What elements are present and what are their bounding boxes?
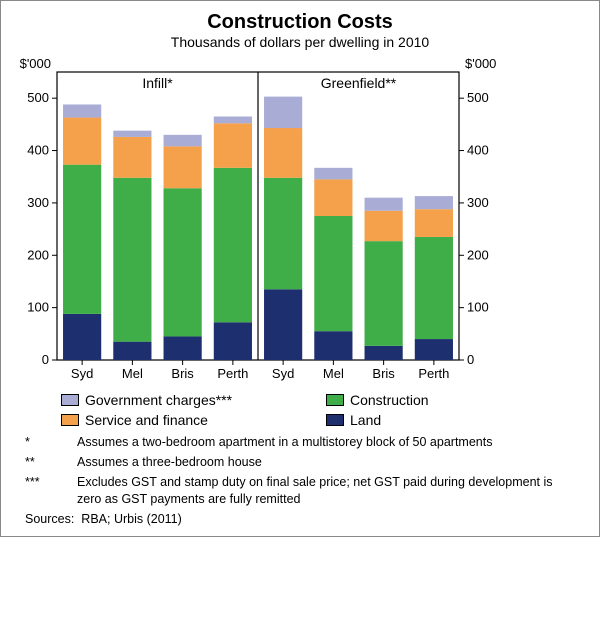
bar-segment [264, 178, 302, 290]
bar-segment [415, 209, 453, 237]
footnote-text: Assumes a three-bedroom house [77, 454, 262, 471]
svg-text:Infill*: Infill* [142, 75, 173, 91]
bar-segment [415, 237, 453, 339]
bar-segment [415, 339, 453, 360]
legend-item: Construction [326, 392, 567, 408]
bar-segment [264, 289, 302, 360]
footnote-mark: * [25, 434, 69, 451]
svg-text:500: 500 [467, 90, 489, 105]
bar-segment [314, 168, 352, 180]
legend-swatch [61, 414, 79, 426]
legend-swatch [326, 414, 344, 426]
bar-segment [63, 165, 101, 314]
plot-area: $'000 $'000 0 0 100 100 200 200 300 300 400 400 500 5… [13, 54, 587, 384]
bar-segment [214, 168, 252, 322]
bar-segment [113, 342, 151, 360]
footnote-mark: ** [25, 454, 69, 471]
legend: Government charges*** Construction Service… [61, 392, 567, 428]
svg-text:100: 100 [467, 300, 489, 315]
svg-text:$'000: $'000 [465, 56, 496, 71]
svg-text:Perth: Perth [217, 366, 248, 381]
legend-label: Construction [350, 392, 429, 408]
bar-segment [63, 118, 101, 165]
bar-segment [214, 123, 252, 168]
footnote-text: Excludes GST and stamp duty on final sal… [77, 474, 575, 508]
legend-swatch [61, 394, 79, 406]
footnotes: * Assumes a two-bedroom apartment in a mu… [25, 434, 575, 508]
bar-segment [113, 131, 151, 137]
svg-text:Syd: Syd [272, 366, 294, 381]
chart-title: Construction Costs [13, 11, 587, 34]
legend-label: Service and finance [85, 412, 208, 428]
bar-segment [415, 196, 453, 209]
bar-segment [164, 146, 202, 188]
bar-segment [164, 188, 202, 336]
chart-subtitle: Thousands of dollars per dwelling in 201… [13, 34, 587, 50]
svg-text:200: 200 [467, 247, 489, 262]
bar-segment [314, 179, 352, 216]
svg-text:Syd: Syd [71, 366, 93, 381]
footnote-row: * Assumes a two-bedroom apartment in a mu… [25, 434, 575, 451]
svg-text:400: 400 [467, 143, 489, 158]
bar-segment [365, 346, 403, 360]
svg-text:$'000: $'000 [20, 56, 51, 71]
sources: Sources: RBA; Urbis (2011) [25, 512, 575, 526]
bar-segment [214, 117, 252, 124]
svg-text:Bris: Bris [372, 366, 395, 381]
bar-segment [365, 211, 403, 241]
bar-segment [365, 198, 403, 211]
chart-container: Construction Costs Thousands of dollars … [0, 0, 600, 537]
svg-text:300: 300 [27, 195, 49, 210]
footnote-mark: *** [25, 474, 69, 508]
bar-segment [63, 104, 101, 117]
legend-item: Service and finance [61, 412, 302, 428]
footnote-row: ** Assumes a three-bedroom house [25, 454, 575, 471]
bar-segment [314, 331, 352, 360]
svg-text:Mel: Mel [122, 366, 143, 381]
svg-text:400: 400 [27, 143, 49, 158]
bar-segment [63, 314, 101, 360]
bar-segment [113, 178, 151, 342]
bar-segment [365, 241, 403, 346]
svg-text:0: 0 [467, 352, 474, 367]
svg-text:Greenfield**: Greenfield** [321, 75, 397, 91]
bar-segment [264, 128, 302, 178]
svg-text:Mel: Mel [323, 366, 344, 381]
svg-text:0: 0 [42, 352, 49, 367]
svg-text:500: 500 [27, 90, 49, 105]
footnote-text: Assumes a two-bedroom apartment in a mul… [77, 434, 492, 451]
svg-text:Bris: Bris [171, 366, 194, 381]
svg-text:200: 200 [27, 247, 49, 262]
sources-label: Sources: [25, 512, 74, 526]
legend-item: Land [326, 412, 567, 428]
legend-swatch [326, 394, 344, 406]
svg-text:100: 100 [27, 300, 49, 315]
bar-segment [264, 97, 302, 128]
sources-text: RBA; Urbis (2011) [81, 512, 182, 526]
footnote-row: ***Excludes GST and stamp duty on final … [25, 474, 575, 508]
bar-segment [113, 137, 151, 178]
bar-segment [214, 322, 252, 360]
bar-segment [164, 135, 202, 147]
svg-text:Perth: Perth [418, 366, 449, 381]
chart-svg: $'000 $'000 0 0 100 100 200 200 300 300 400 400 500 5… [13, 54, 503, 384]
legend-item: Government charges*** [61, 392, 302, 408]
bar-segment [164, 336, 202, 360]
bar-segment [314, 216, 352, 331]
legend-label: Land [350, 412, 381, 428]
svg-text:300: 300 [467, 195, 489, 210]
plot-row: $'000 $'000 0 0 100 100 200 200 300 300 400 400 500 5… [13, 54, 587, 384]
legend-label: Government charges*** [85, 392, 232, 408]
